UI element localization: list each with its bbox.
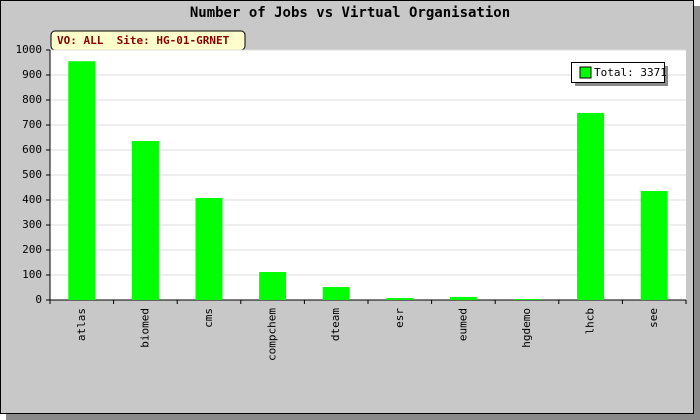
y-tick-label: 900: [22, 68, 42, 81]
x-tick-label: atlas: [75, 308, 88, 341]
bar: [449, 297, 477, 300]
legend-swatch: [579, 66, 592, 79]
y-tick-label: 300: [22, 218, 42, 231]
x-tick-label: eumed: [456, 308, 469, 341]
x-tick-label: hgdemo: [520, 308, 533, 348]
bar: [513, 299, 541, 300]
chart-title: Number of Jobs vs Virtual Organisation: [190, 5, 510, 21]
y-tick-label: 100: [22, 268, 42, 281]
x-tick-label: compchem: [266, 308, 279, 361]
y-tick-label: 500: [22, 168, 42, 181]
x-tick-label: cms: [202, 308, 215, 328]
y-tick-label: 800: [22, 93, 42, 106]
x-tick-label: esr: [393, 308, 406, 328]
y-tick-label: 0: [35, 293, 42, 306]
x-tick-label: lhcb: [584, 308, 597, 335]
y-tick-label: 400: [22, 193, 42, 206]
bar: [577, 113, 605, 300]
x-tick-label: see: [647, 308, 660, 328]
y-tick-label: 700: [22, 118, 42, 131]
y-tick-label: 600: [22, 143, 42, 156]
x-tick-label: biomed: [138, 308, 151, 348]
bar: [322, 287, 350, 300]
bar: [386, 298, 414, 300]
bar: [259, 272, 287, 300]
legend-box: [571, 62, 665, 83]
bar: [195, 198, 223, 300]
y-tick-label: 200: [22, 243, 42, 256]
bar: [68, 61, 96, 300]
subtitle: VO: ALL Site: HG-01-GRNET: [57, 34, 230, 47]
y-tick-label: 1000: [16, 43, 43, 56]
x-tick-label: dteam: [329, 308, 342, 341]
bar: [640, 191, 668, 300]
legend-label: Total: 3371: [594, 66, 667, 79]
bar: [131, 141, 159, 300]
